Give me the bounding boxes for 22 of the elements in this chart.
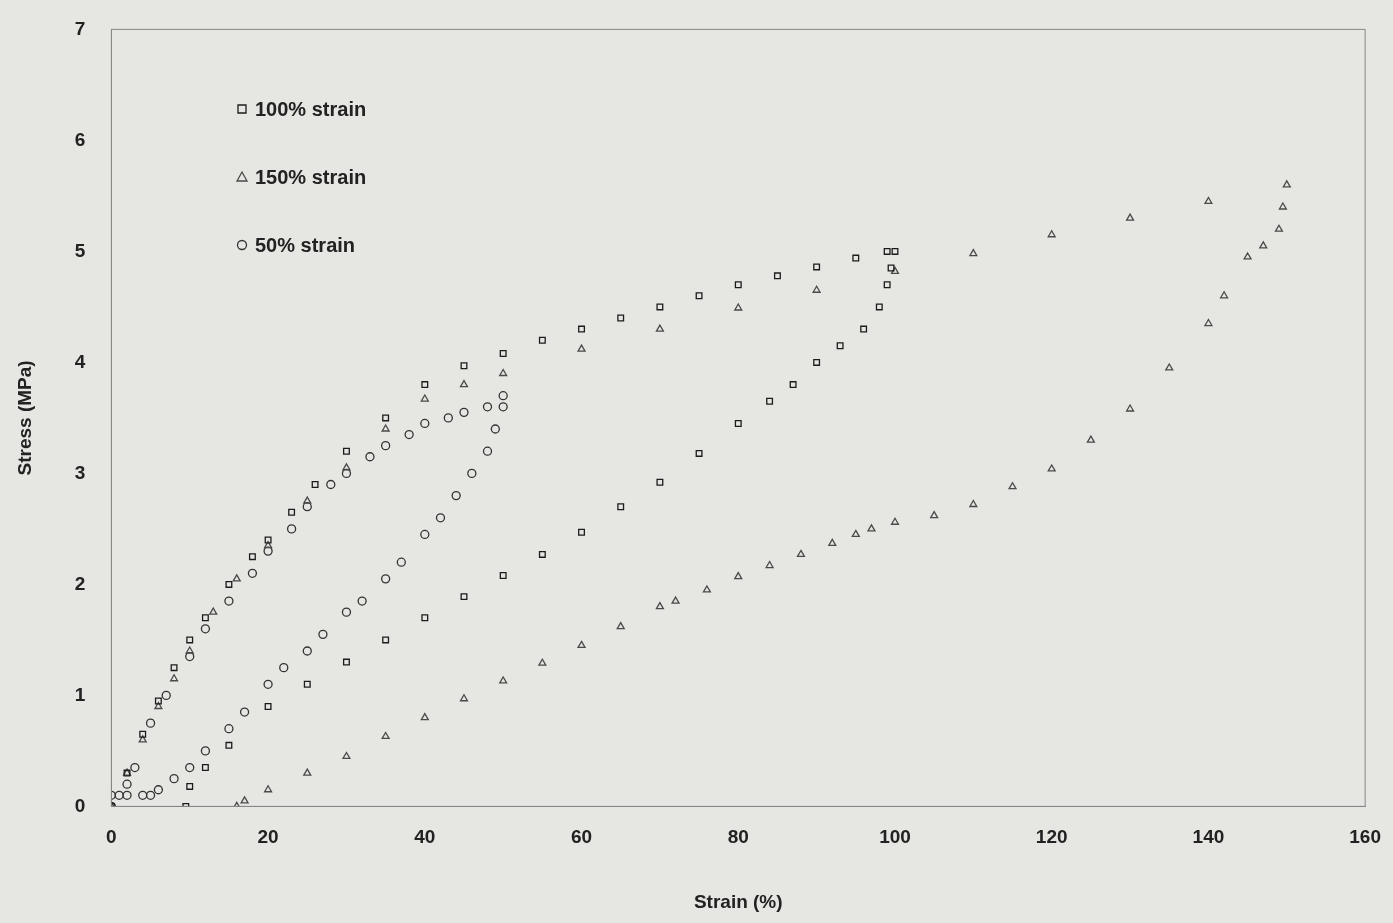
y-tick-label: 1 <box>74 683 86 705</box>
x-tick-label: 0 <box>106 826 117 848</box>
x-tick-label: 80 <box>727 826 749 848</box>
legend-label: 150% strain <box>255 165 367 189</box>
y-tick-label: 5 <box>74 239 86 261</box>
y-tick-label: 3 <box>74 461 86 483</box>
y-axis-title: Stress (MPa) <box>13 360 35 476</box>
x-tick-label: 60 <box>570 826 593 848</box>
y-tick-label: 7 <box>74 17 86 39</box>
y-tick-label: 4 <box>74 350 86 372</box>
x-tick-label: 40 <box>414 826 436 848</box>
x-axis-title: Strain (%) <box>693 890 783 912</box>
legend-label: 50% strain <box>255 233 356 257</box>
y-tick-label: 6 <box>74 128 86 150</box>
legend-label: 100% strain <box>255 97 367 121</box>
x-tick-label: 100 <box>879 826 911 848</box>
x-tick-label: 120 <box>1035 826 1068 848</box>
y-tick-label: 2 <box>74 572 86 594</box>
y-tick-label: 0 <box>74 794 86 816</box>
x-tick-label: 140 <box>1192 826 1225 848</box>
x-tick-label: 20 <box>257 826 279 848</box>
x-tick-label: 160 <box>1349 826 1381 848</box>
